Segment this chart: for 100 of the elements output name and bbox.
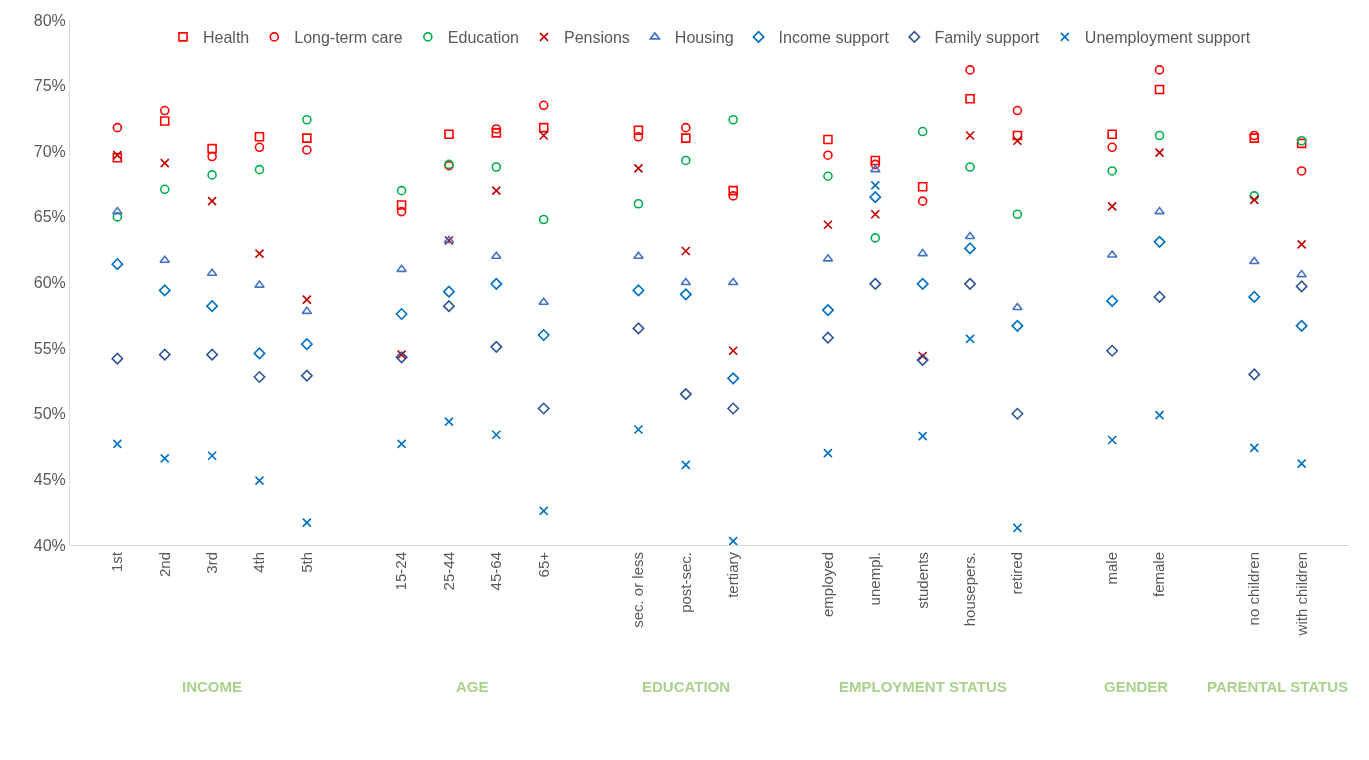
- point: [159, 105, 170, 116]
- point: [869, 164, 881, 173]
- point: [396, 264, 408, 273]
- point: [111, 258, 124, 271]
- x-tick-label: 15-24: [392, 552, 410, 591]
- point: [964, 277, 977, 290]
- point: [442, 300, 455, 313]
- point: [159, 158, 170, 168]
- point: [1012, 105, 1023, 116]
- point: [158, 284, 171, 297]
- x-tick-label: 2nd: [155, 552, 173, 578]
- point: [1012, 209, 1023, 220]
- point: [823, 150, 833, 160]
- point: [917, 181, 928, 192]
- x-tick-label: 3rd: [202, 552, 220, 574]
- point: [727, 402, 740, 415]
- point: [1248, 256, 1260, 265]
- point: [1295, 319, 1308, 332]
- point: [491, 128, 502, 138]
- point: [965, 93, 975, 104]
- point: [207, 196, 217, 206]
- x-tick-label: sec. or less: [629, 552, 647, 628]
- point: [1012, 135, 1023, 146]
- point: [633, 424, 644, 435]
- point: [870, 180, 881, 191]
- point: [916, 277, 929, 290]
- legend-label: Education: [447, 29, 520, 47]
- point: [964, 242, 977, 255]
- legend-label: Unemployment support: [1084, 29, 1251, 47]
- point: [302, 294, 312, 305]
- point: [395, 351, 408, 364]
- point: [254, 248, 265, 259]
- point: [728, 185, 738, 196]
- point: [444, 129, 454, 139]
- point: [159, 116, 170, 126]
- point: [111, 206, 123, 215]
- point: [965, 334, 975, 344]
- point: [206, 348, 219, 361]
- point: [681, 122, 691, 133]
- y-tick-label: 65%: [33, 208, 66, 226]
- point: [490, 340, 503, 353]
- point: [965, 162, 975, 172]
- point: [1248, 290, 1261, 303]
- point: [632, 284, 645, 297]
- point: [254, 142, 265, 153]
- point: [680, 277, 692, 286]
- y-tick-label: 70%: [33, 142, 66, 160]
- point: [916, 353, 929, 366]
- point: [681, 155, 691, 166]
- point: [396, 439, 407, 449]
- point: [728, 191, 738, 201]
- text: AGE: [456, 678, 489, 695]
- point: [917, 431, 928, 441]
- point: [679, 388, 692, 401]
- point: [538, 122, 549, 133]
- point: [823, 448, 833, 458]
- point: [1107, 201, 1117, 212]
- x-tick-label: no children: [1245, 552, 1263, 626]
- legend-label: Family support: [934, 29, 1040, 47]
- text: INCOME: [182, 678, 242, 695]
- point: [1249, 195, 1260, 205]
- point: [823, 134, 833, 145]
- point: [206, 300, 219, 313]
- point: [917, 126, 928, 137]
- point: [728, 536, 738, 546]
- point: [870, 209, 881, 220]
- point: [632, 322, 645, 335]
- point: [870, 155, 881, 166]
- x-tick-label: 45-64: [487, 552, 505, 591]
- point: [1011, 407, 1024, 420]
- x-tick-label: housepers.: [960, 552, 978, 627]
- x-tick-label: 1st: [108, 551, 126, 573]
- point: [1296, 458, 1307, 469]
- y-tick-label: 40%: [33, 536, 66, 554]
- point: [633, 198, 644, 209]
- point: [159, 453, 170, 464]
- point: [444, 416, 454, 427]
- point: [917, 248, 929, 257]
- point: [964, 231, 976, 240]
- point: [728, 114, 738, 125]
- legend-label: Long-term care: [294, 29, 403, 47]
- x-tick-label: 4th: [250, 552, 268, 573]
- point: [111, 352, 124, 365]
- point: [727, 372, 740, 385]
- point: [490, 277, 503, 290]
- point: [207, 143, 217, 154]
- point: [207, 450, 217, 461]
- point: [1296, 269, 1308, 278]
- x-tick-label: 5th: [297, 552, 315, 573]
- point: [1154, 147, 1165, 158]
- point: [821, 331, 834, 344]
- point: [1296, 166, 1307, 176]
- point: [302, 517, 312, 528]
- point: [253, 371, 266, 383]
- text: EDUCATION: [642, 678, 731, 695]
- point: [396, 206, 407, 217]
- y-tick-label: 75%: [33, 77, 66, 95]
- y-tick-label: 45%: [33, 470, 66, 488]
- point: [112, 439, 123, 449]
- point: [633, 125, 644, 136]
